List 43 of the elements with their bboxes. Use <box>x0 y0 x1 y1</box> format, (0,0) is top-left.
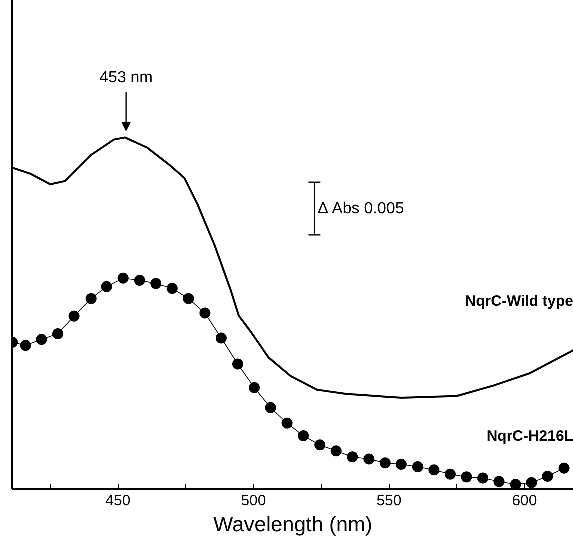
point <box>461 472 472 483</box>
point <box>330 446 342 457</box>
point <box>36 334 48 346</box>
point <box>232 358 244 370</box>
annotation: 453 nm <box>100 69 154 86</box>
point <box>166 283 178 294</box>
point <box>412 461 424 472</box>
x-tick-label: 450 <box>106 492 131 510</box>
point <box>101 281 112 292</box>
point <box>216 332 227 344</box>
point <box>249 382 260 394</box>
point <box>380 458 391 469</box>
point <box>265 402 276 414</box>
point <box>396 459 407 470</box>
point <box>200 308 211 319</box>
point <box>428 464 440 476</box>
point <box>134 275 146 286</box>
text: NqrC-Wild type <box>465 292 573 310</box>
point <box>150 278 162 290</box>
point <box>183 293 194 304</box>
point <box>314 440 326 451</box>
point <box>68 310 80 322</box>
point <box>118 272 129 284</box>
point <box>282 418 293 429</box>
point <box>477 472 488 484</box>
point <box>558 462 570 474</box>
point <box>510 479 522 490</box>
point <box>526 477 538 488</box>
point <box>364 454 375 465</box>
point <box>20 340 32 352</box>
point <box>444 468 456 480</box>
point <box>542 470 554 482</box>
series-label: NqrC-H216L <box>486 428 573 446</box>
point <box>494 476 505 488</box>
x-axis-title: Wavelength (nm) <box>213 514 373 536</box>
point <box>347 452 358 463</box>
point <box>86 293 97 304</box>
point <box>52 328 64 340</box>
x-tick-label: 550 <box>376 492 402 510</box>
annotation: Δ Abs 0.005 <box>318 200 404 218</box>
x-tick-label: 500 <box>241 492 266 510</box>
x-tick-label: 600 <box>512 492 538 510</box>
point <box>298 430 310 442</box>
